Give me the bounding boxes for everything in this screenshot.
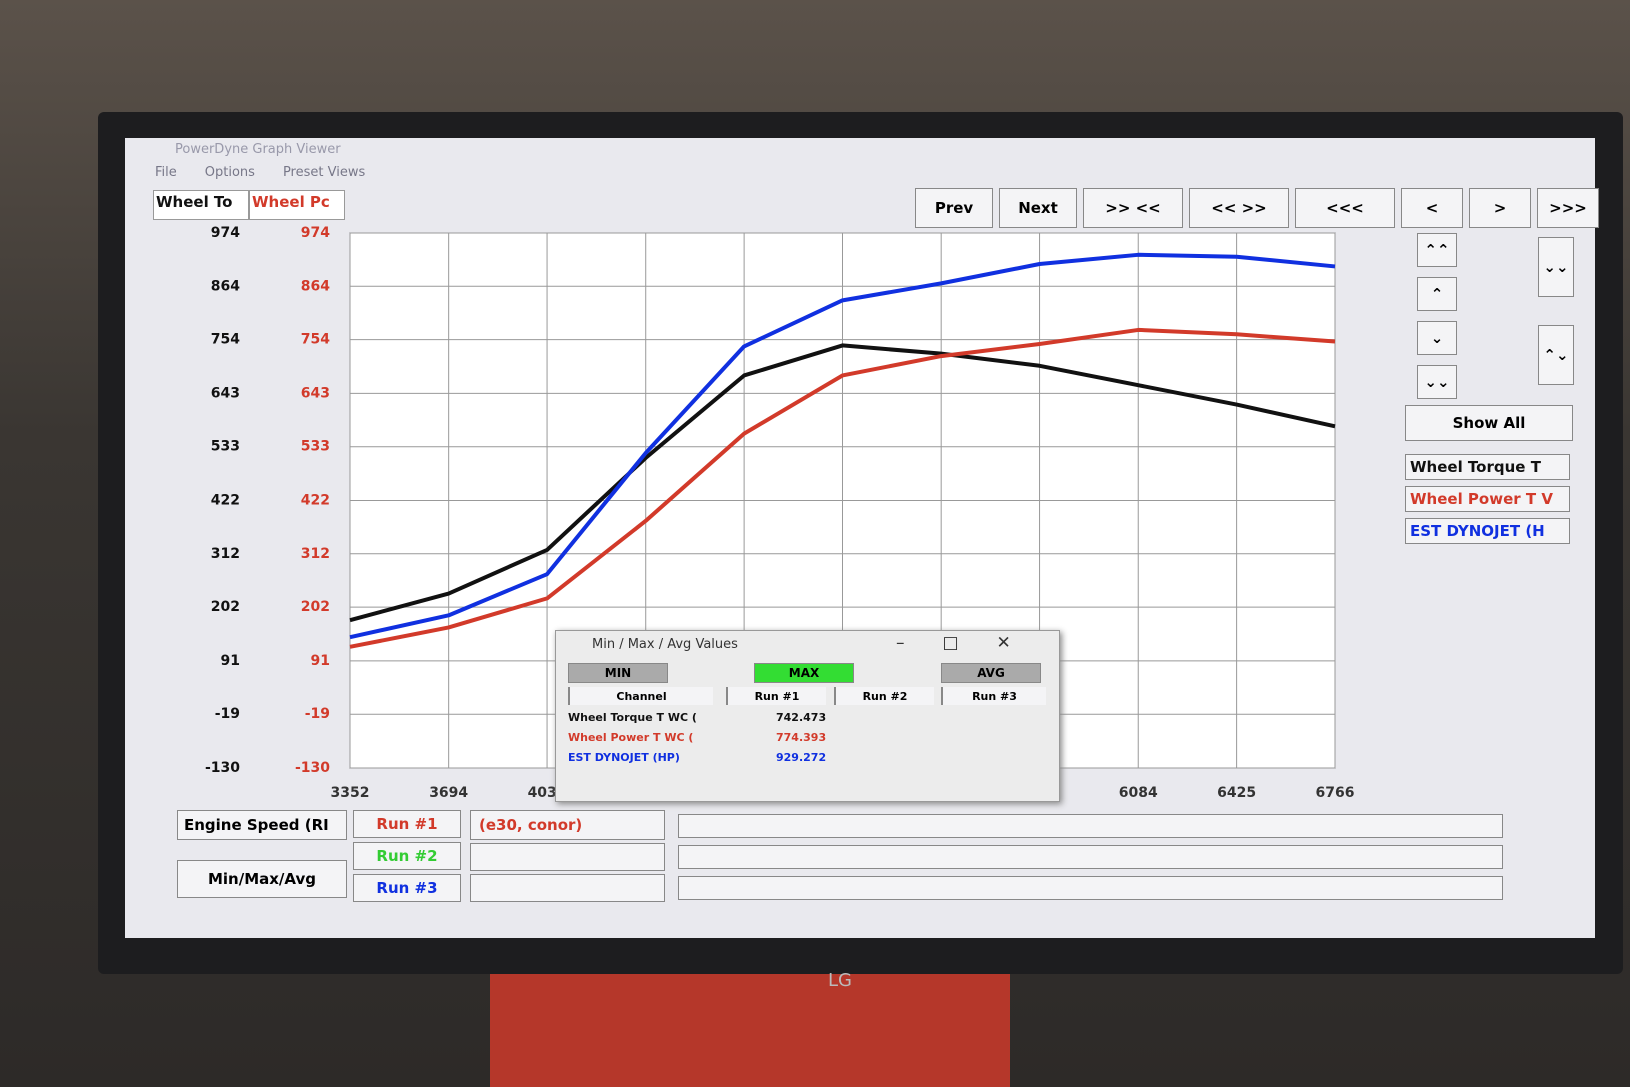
dialog-cell: Wheel Torque T WC ( [568, 711, 697, 724]
y2-tick-label: 422 [301, 493, 330, 509]
dialog-tab[interactable]: MAX [754, 663, 854, 683]
x-tick-label: 6084 [1119, 785, 1158, 801]
y2-tick-label: -130 [295, 760, 330, 776]
stand [490, 960, 1010, 1087]
menu-item[interactable]: Preset Views [282, 165, 366, 180]
y2-tick-label: 202 [301, 599, 330, 615]
scroll-button[interactable]: ⌄⌄ [1538, 237, 1574, 297]
nav-button[interactable]: <<< [1295, 188, 1395, 228]
nav-button[interactable]: >>> [1537, 188, 1599, 228]
nav-button[interactable]: < [1401, 188, 1463, 228]
x-channel: Engine Speed (RI [177, 810, 347, 840]
scroll-button[interactable]: ⌃ [1417, 277, 1457, 311]
run-label[interactable]: Run #1 [353, 810, 461, 838]
menu-bar: File Options Preset Views [155, 165, 365, 180]
run-label[interactable]: Run #2 [353, 842, 461, 870]
legend-entry[interactable]: Wheel Power T V [1405, 486, 1570, 512]
y2-tick-label: -19 [305, 706, 330, 722]
dialog-column: Run #1 [726, 687, 826, 705]
chart: -130 -19 91 202 312 422 533 643 754 864 974 -130 -19… [205, 225, 1355, 801]
y2-tick-label: 974 [301, 225, 330, 241]
y2-tick-label: 312 [301, 546, 330, 562]
x-tick-label: 3694 [429, 785, 468, 801]
info-bar [678, 876, 1503, 900]
nav-button[interactable]: >> << [1083, 188, 1183, 228]
scroll-button[interactable]: ⌄⌄ [1417, 365, 1457, 399]
run-note: (e30, conor) [470, 810, 665, 840]
run-note [470, 843, 665, 871]
dialog-cell: 929.272 [776, 751, 827, 764]
brand: LG [828, 970, 852, 991]
dialog-tab[interactable]: AVG [941, 663, 1041, 683]
screen: PowerDyne Graph Viewer File Options Preset… [125, 138, 1599, 938]
y-tick-label: 974 [211, 225, 240, 241]
x-tick-label: 3352 [331, 785, 370, 801]
menu-item[interactable]: Options [204, 165, 255, 180]
dialog-column: Channel [568, 687, 713, 705]
y-tick-label: 422 [211, 493, 240, 509]
dialog-cell: 774.393 [776, 731, 827, 744]
y-tick-label: 754 [211, 332, 240, 348]
y-tick-label: 643 [211, 385, 240, 401]
y-tick-label: 533 [211, 439, 240, 455]
y-tick-label: 864 [211, 278, 240, 294]
legend-entry[interactable]: Wheel Torque T [1405, 454, 1570, 480]
dialog-column: Run #2 [834, 687, 934, 705]
y-tick-label: 312 [211, 546, 240, 562]
side-panel: ⌃⌃ ⌃ ⌄ ⌄⌄ ⌄⌄ ⌃⌄ Show All [1405, 233, 1590, 543]
y2-tick-label: 754 [301, 332, 330, 348]
channel-tab[interactable]: Wheel To [153, 190, 249, 220]
menu-item[interactable]: File [155, 165, 177, 180]
y-tick-label: 202 [211, 599, 240, 615]
dialog-tab[interactable]: MIN [568, 663, 668, 683]
y-tick-label: 91 [221, 653, 240, 669]
nav-button[interactable]: > [1469, 188, 1531, 228]
data-line [349, 252, 1336, 640]
run-note [470, 874, 665, 902]
y-tick-label: -130 [205, 760, 240, 776]
minmax-button[interactable]: Min/Max/Avg [177, 860, 347, 898]
scroll-button[interactable]: ⌃⌃ [1417, 233, 1457, 267]
x-tick-label: 6425 [1217, 785, 1256, 801]
show-all-button[interactable]: Show All [1405, 405, 1573, 441]
dialog-controls[interactable]: –□✕ [896, 633, 1049, 653]
dialog-cell: Wheel Power T WC ( [568, 731, 694, 744]
dialog-column: Run #3 [941, 687, 1046, 705]
scroll-button[interactable]: ⌃⌄ [1538, 325, 1574, 385]
info-bar [678, 814, 1503, 838]
scroll-button[interactable]: ⌄ [1417, 321, 1457, 355]
minmax-dialog: Min / Max / Avg Values –□✕ MIN MAX AVG Chan… [555, 630, 1060, 802]
run-label[interactable]: Run #3 [353, 874, 461, 902]
dialog-cell: 742.473 [776, 711, 827, 724]
legend: Wheel Torque T Wheel Power T V EST DYNOJET… [1405, 448, 1570, 544]
dialog-cell: EST DYNOJET (HP) [568, 751, 680, 764]
y2-tick-label: 643 [301, 385, 330, 401]
channel-tab[interactable]: Wheel Pc [249, 190, 345, 220]
data-line [349, 343, 1336, 623]
y-tick-label: -19 [215, 706, 240, 722]
y2-tick-label: 864 [301, 278, 330, 294]
dialog-title: Min / Max / Avg Values [592, 637, 738, 652]
y2-tick-label: 533 [301, 439, 330, 455]
nav-button[interactable]: << >> [1189, 188, 1289, 228]
x-tick-label: 6766 [1316, 785, 1355, 801]
info-bar [678, 845, 1503, 869]
nav-bar: Prev Next >> << << >> <<< < > >>> [915, 188, 1605, 228]
nav-button[interactable]: Next [999, 188, 1077, 228]
window-title: PowerDyne Graph Viewer [175, 142, 341, 157]
legend-entry[interactable]: EST DYNOJET (H [1405, 518, 1570, 544]
data-line [349, 327, 1336, 649]
channel-tabs: Wheel To Wheel Pc [153, 190, 345, 220]
nav-button[interactable]: Prev [915, 188, 993, 228]
y2-tick-label: 91 [311, 653, 330, 669]
